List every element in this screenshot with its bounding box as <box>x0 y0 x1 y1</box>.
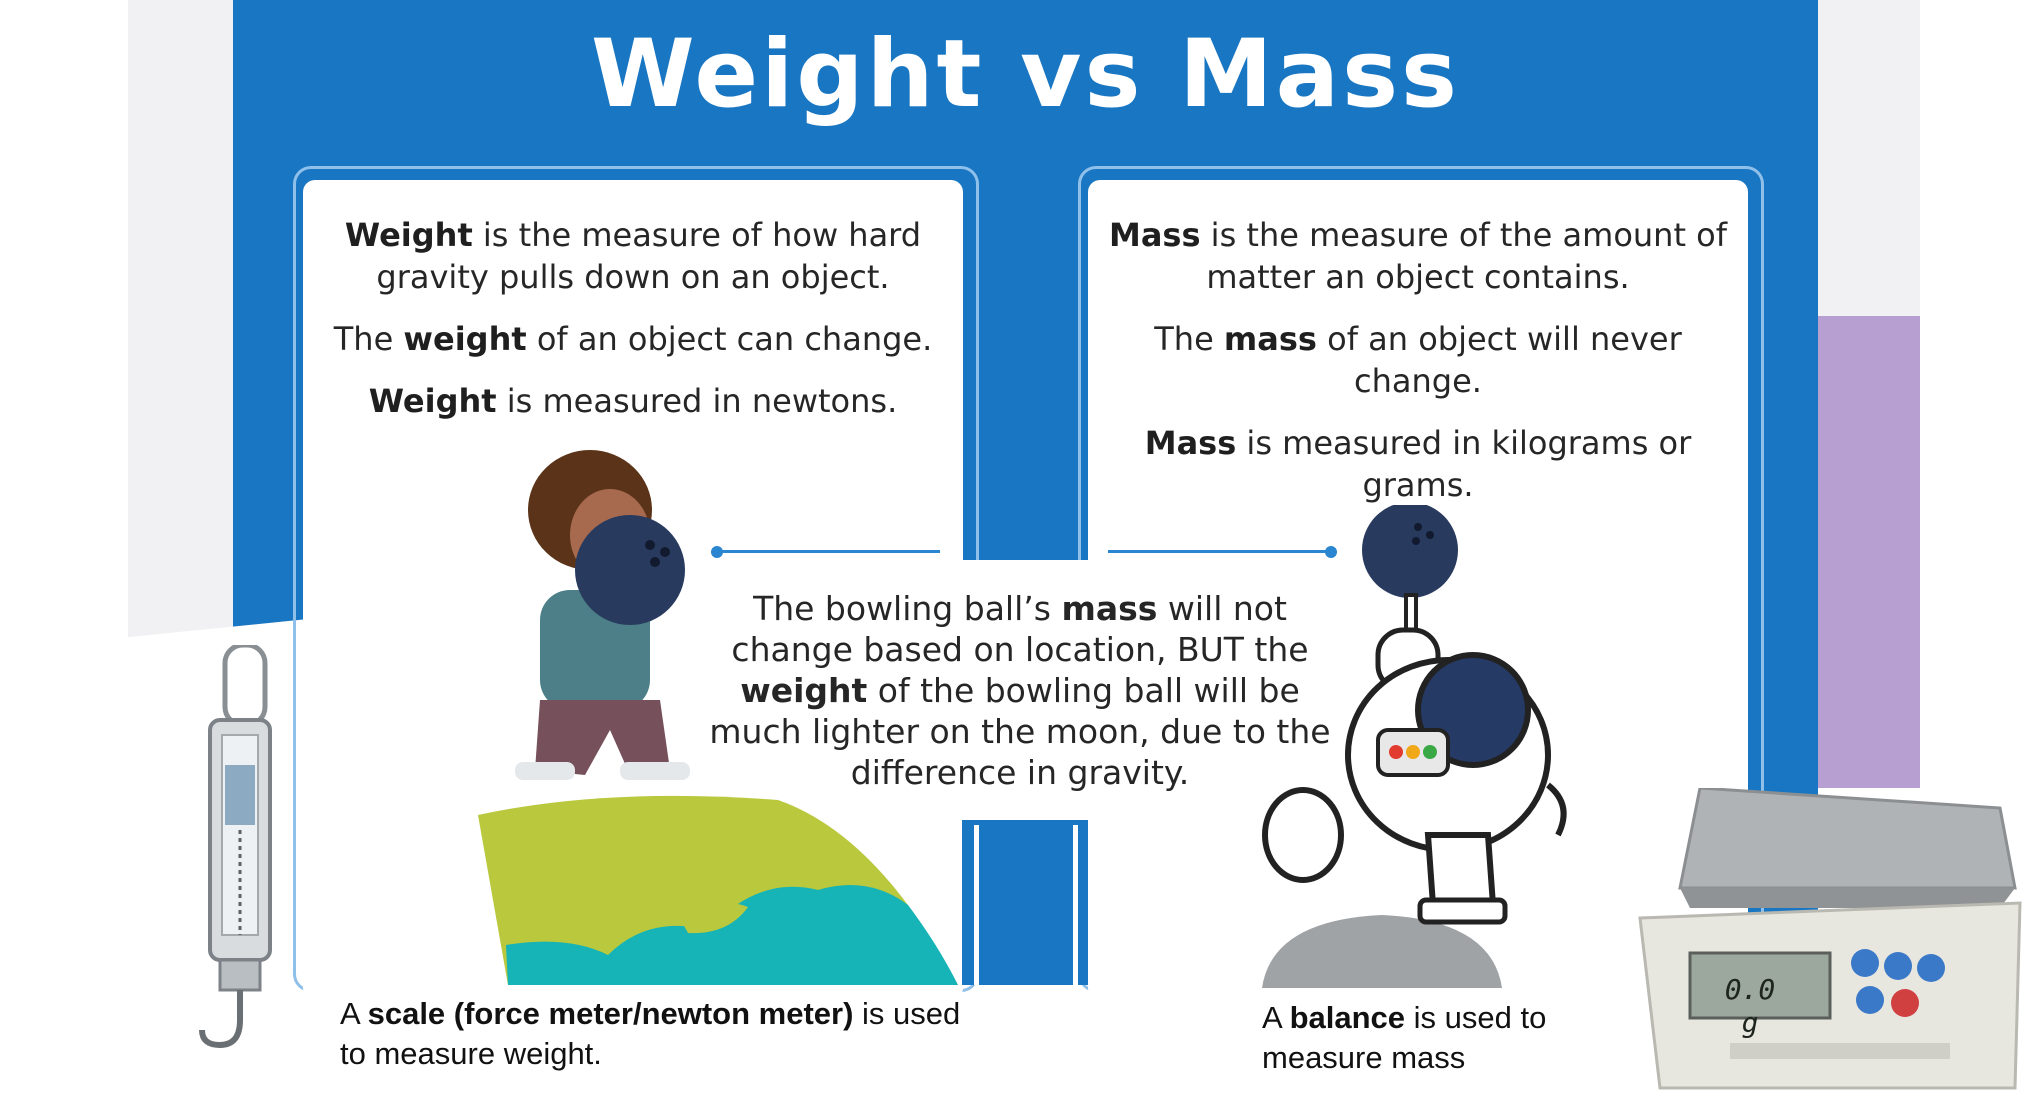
digital-balance-image <box>1638 788 2022 1090</box>
scale-caption: A scale (force meter/newton meter) is us… <box>340 996 961 1071</box>
connector-dot-left <box>711 546 723 558</box>
connector-dot-right <box>1325 546 1337 558</box>
mass-unit-statement: Mass is measured in kilograms or grams. <box>1144 424 1692 504</box>
weight-change-statement: The weight of an object can change. <box>333 320 933 358</box>
center-bridge <box>960 560 1090 820</box>
page-title: Weight vs Mass <box>591 20 1460 129</box>
mass-change-statement: The mass of an object will never change. <box>1154 320 1682 400</box>
connector-line-left <box>720 550 940 553</box>
center-blue-gap <box>962 820 1088 985</box>
bowling-ball-explanation: The bowling ball’s mass will not change … <box>709 589 1331 792</box>
astronaut-spinning-bowling-ball-illustration <box>1262 505 1567 925</box>
balance-display-readout: 0.0 g <box>1724 973 1776 1039</box>
connector-line-right <box>1108 550 1328 553</box>
mass-definition: Mass is the measure of the amount of mat… <box>1108 216 1728 296</box>
moon-surface-illustration <box>1262 915 1502 988</box>
boy-holding-bowling-ball-illustration <box>515 450 690 780</box>
divider-right <box>1073 825 1078 985</box>
weight-definition: Weight is the measure of how hard gravit… <box>344 216 922 296</box>
spring-scale-image <box>199 645 272 1049</box>
balance-caption: A balance is used to measure mass <box>1262 1000 1547 1075</box>
weight-unit-statement: Weight is measured in newtons. <box>368 382 898 420</box>
earth-illustration <box>478 795 958 985</box>
divider-left <box>974 825 979 985</box>
purple-accent-band <box>1818 316 1920 788</box>
